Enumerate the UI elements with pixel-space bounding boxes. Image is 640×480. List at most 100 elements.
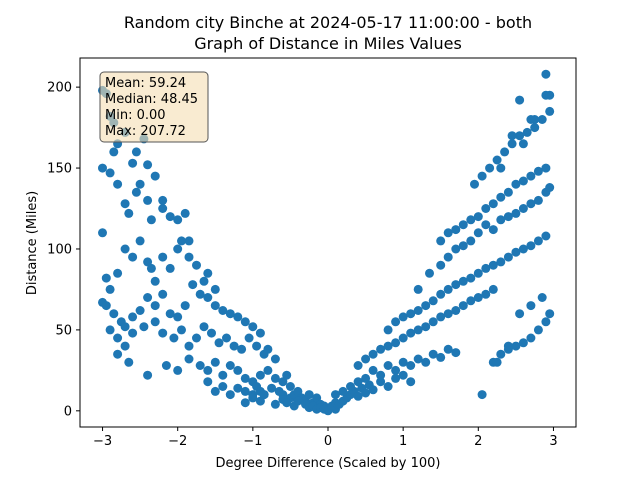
data-point <box>391 373 401 383</box>
data-point <box>361 373 371 383</box>
data-point <box>338 386 348 396</box>
data-point <box>169 333 179 343</box>
data-point <box>244 333 254 343</box>
data-point <box>113 268 123 278</box>
data-point <box>101 301 111 311</box>
data-point <box>481 220 491 230</box>
data-point <box>177 325 186 335</box>
data-point <box>128 252 138 262</box>
data-point <box>173 215 183 225</box>
data-point <box>541 231 551 241</box>
data-point <box>210 301 220 311</box>
data-point <box>173 365 183 375</box>
stats-max: Max: 207.72 <box>105 124 186 139</box>
data-point <box>507 131 517 141</box>
data-point <box>496 192 506 202</box>
data-point <box>406 309 416 319</box>
data-point <box>128 312 138 322</box>
data-point <box>473 293 483 302</box>
data-point <box>180 208 190 218</box>
data-point <box>143 370 153 380</box>
data-point <box>225 309 235 319</box>
data-point <box>545 309 555 319</box>
data-point <box>128 158 138 168</box>
data-point <box>545 183 555 192</box>
data-point <box>353 361 363 370</box>
data-point <box>150 301 160 311</box>
data-point <box>533 195 543 205</box>
data-point <box>436 236 446 246</box>
y-tick-label: 100 <box>47 242 72 257</box>
data-point <box>533 325 543 335</box>
data-point <box>421 322 431 332</box>
data-point <box>184 252 194 262</box>
x-tick-label: −3 <box>93 434 112 449</box>
stats-median: Median: 48.45 <box>105 92 198 107</box>
data-point <box>222 333 231 343</box>
data-point <box>503 252 513 262</box>
data-point <box>180 301 190 311</box>
data-point <box>210 284 220 294</box>
data-point <box>248 393 258 403</box>
data-point <box>473 268 483 278</box>
data-point <box>304 390 314 400</box>
data-point <box>545 90 555 100</box>
data-point <box>503 341 513 351</box>
data-point <box>207 328 216 338</box>
data-point <box>466 273 476 283</box>
data-point <box>210 386 220 396</box>
data-point <box>263 365 273 375</box>
data-point <box>255 328 265 338</box>
data-point <box>165 263 175 273</box>
data-point <box>255 370 265 380</box>
data-point <box>113 333 123 343</box>
data-point <box>526 241 536 251</box>
data-point <box>165 309 175 319</box>
data-point <box>120 322 130 332</box>
data-point <box>488 260 498 270</box>
data-point <box>500 147 510 157</box>
data-point <box>425 268 434 278</box>
data-point <box>165 212 175 222</box>
data-point <box>285 382 295 391</box>
data-point <box>143 160 153 170</box>
data-point <box>143 195 153 205</box>
data-point <box>511 341 521 351</box>
data-point <box>124 357 134 367</box>
data-point <box>466 215 476 225</box>
data-point <box>218 306 228 315</box>
data-point <box>240 373 250 383</box>
data-point <box>158 328 168 338</box>
data-point <box>458 241 468 251</box>
data-point <box>398 333 408 343</box>
data-point <box>470 179 479 189</box>
data-point <box>113 349 123 359</box>
data-point <box>466 236 476 246</box>
data-point <box>346 382 355 391</box>
data-point <box>240 398 250 408</box>
data-point <box>109 147 119 157</box>
data-point <box>184 354 194 364</box>
x-tick-label: 1 <box>399 434 407 449</box>
data-point <box>518 338 528 348</box>
data-point <box>428 296 438 306</box>
data-point <box>496 163 506 173</box>
data-point <box>413 325 423 335</box>
data-point <box>158 195 168 205</box>
data-point <box>240 386 250 396</box>
data-point <box>270 354 280 364</box>
data-point <box>488 199 498 209</box>
data-point <box>477 390 487 400</box>
data-point <box>195 361 205 370</box>
data-point <box>158 252 168 262</box>
x-tick-label: 2 <box>474 434 482 449</box>
data-point <box>428 317 438 327</box>
data-point <box>496 215 506 225</box>
data-point <box>135 179 145 189</box>
data-point <box>522 127 532 137</box>
data-point <box>530 123 540 133</box>
data-point <box>541 69 551 79</box>
data-point <box>443 252 453 262</box>
data-point <box>443 344 453 354</box>
